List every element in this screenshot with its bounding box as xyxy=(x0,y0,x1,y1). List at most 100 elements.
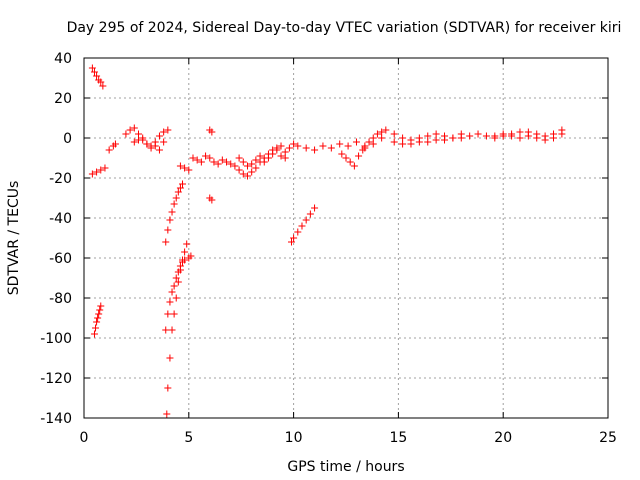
y-tick-label: -60 xyxy=(49,251,72,267)
data-point xyxy=(181,248,189,256)
data-point xyxy=(319,142,327,150)
series-arc-t xyxy=(390,134,465,148)
data-point xyxy=(239,170,247,178)
data-point xyxy=(373,130,381,138)
data-point xyxy=(168,208,176,216)
data-point xyxy=(155,132,163,140)
data-point xyxy=(264,154,272,162)
data-point xyxy=(252,156,260,164)
data-point xyxy=(134,130,142,138)
data-point xyxy=(93,72,101,80)
data-point xyxy=(256,152,264,160)
data-point xyxy=(407,140,415,148)
y-tick-label: 20 xyxy=(54,91,72,107)
data-point xyxy=(342,154,350,162)
data-point xyxy=(174,278,182,286)
data-point xyxy=(210,158,218,166)
data-point xyxy=(378,134,386,142)
data-point xyxy=(90,68,98,76)
data-point xyxy=(101,164,109,172)
data-point xyxy=(122,130,130,138)
data-point xyxy=(208,128,216,136)
data-point xyxy=(311,204,319,212)
data-point xyxy=(170,282,178,290)
data-point xyxy=(155,146,163,154)
data-point xyxy=(164,226,172,234)
x-tick-label: 10 xyxy=(285,430,303,446)
data-point xyxy=(516,134,524,142)
data-point xyxy=(147,144,155,152)
data-point xyxy=(97,166,105,174)
data-point xyxy=(162,326,170,334)
data-point xyxy=(269,150,277,158)
data-point xyxy=(524,132,532,140)
data-point xyxy=(206,154,214,162)
data-points xyxy=(88,64,566,418)
series-arc-p xyxy=(294,134,386,154)
data-point xyxy=(550,134,558,142)
data-point xyxy=(294,228,302,236)
data-point xyxy=(281,154,289,162)
series-arc-l xyxy=(206,194,216,204)
data-point xyxy=(424,138,432,146)
data-point xyxy=(344,142,352,150)
data-point xyxy=(378,128,386,136)
data-point xyxy=(93,168,101,176)
data-point xyxy=(93,318,101,326)
data-point xyxy=(359,146,367,154)
x-tick-label: 25 xyxy=(599,430,617,446)
y-tick-label: 0 xyxy=(63,131,72,147)
data-point xyxy=(298,222,306,230)
data-point xyxy=(302,216,310,224)
data-point xyxy=(399,134,407,142)
chart-title: Day 295 of 2024, Sidereal Day-to-day VTE… xyxy=(67,20,622,36)
data-point xyxy=(174,268,182,276)
x-tick-label: 20 xyxy=(494,430,512,446)
data-point xyxy=(126,126,134,134)
data-point xyxy=(172,274,180,282)
data-point xyxy=(179,180,187,188)
data-point xyxy=(164,310,172,318)
data-point xyxy=(302,144,310,152)
series-arc-k xyxy=(206,126,216,136)
data-point xyxy=(164,384,172,392)
data-point xyxy=(143,140,151,148)
data-point xyxy=(187,252,195,260)
data-point xyxy=(352,138,360,146)
data-point xyxy=(185,166,193,174)
data-point xyxy=(285,144,293,152)
data-point xyxy=(208,196,216,204)
data-point xyxy=(174,188,182,196)
data-point xyxy=(290,140,298,148)
data-point xyxy=(558,130,566,138)
data-point xyxy=(355,152,363,160)
y-tick-label: -140 xyxy=(40,411,72,427)
data-point xyxy=(252,164,260,172)
data-point xyxy=(218,156,226,164)
data-point xyxy=(466,132,474,140)
data-point xyxy=(95,310,103,318)
data-point xyxy=(243,162,251,170)
data-point xyxy=(248,160,256,168)
data-point xyxy=(164,126,172,134)
data-point xyxy=(248,168,256,176)
data-point xyxy=(168,288,176,296)
data-point xyxy=(176,262,184,270)
data-point xyxy=(382,126,390,134)
series-arc-a xyxy=(88,64,107,90)
data-point xyxy=(441,136,449,144)
data-point xyxy=(170,200,178,208)
data-point xyxy=(306,210,314,218)
data-point xyxy=(88,64,96,72)
data-point xyxy=(277,142,285,150)
data-point xyxy=(390,130,398,138)
data-point xyxy=(541,136,549,144)
data-point xyxy=(166,216,174,224)
data-point xyxy=(160,138,168,146)
data-point xyxy=(181,164,189,172)
data-point xyxy=(533,134,541,142)
series-arc-f xyxy=(130,134,168,154)
series-arc-g xyxy=(162,180,187,246)
data-point xyxy=(474,130,482,138)
data-point xyxy=(172,194,180,202)
